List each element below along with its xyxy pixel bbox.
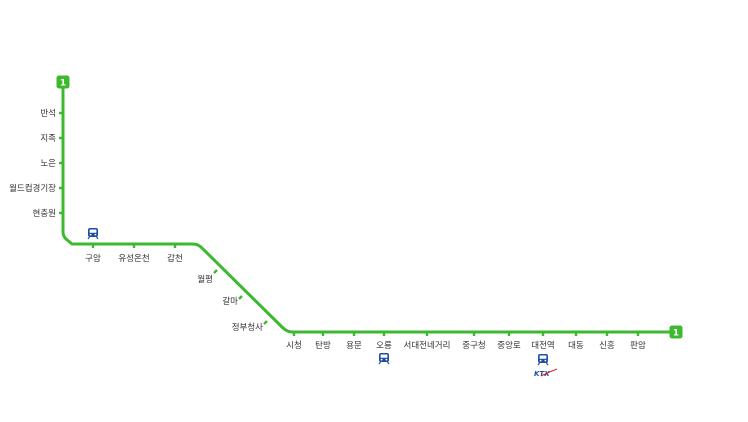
- station-label: 현충원: [33, 209, 56, 219]
- station-label: 중구청: [462, 341, 485, 351]
- station-noeun[interactable]: 노은: [40, 159, 63, 169]
- station-label: 탄방: [315, 340, 331, 351]
- line-badge-start: 1: [56, 75, 70, 89]
- line-1-route: [61, 80, 678, 334]
- station-tick: [213, 269, 218, 274]
- station-banseok[interactable]: 반석: [40, 108, 63, 119]
- station-government-complex[interactable]: 정부청사: [232, 320, 268, 333]
- station-label: 유성온천: [118, 253, 149, 264]
- station-yuseong-oncheon[interactable]: 유성온천: [118, 244, 150, 264]
- train-icon: [378, 353, 390, 365]
- station-hyeonchungwon[interactable]: 현충원: [33, 209, 63, 219]
- station-guam[interactable]: 구암: [85, 244, 101, 264]
- ktx-logo: KTX: [534, 368, 558, 378]
- line-number: 1: [673, 328, 679, 338]
- station-panam[interactable]: 판암: [630, 332, 646, 351]
- line-badge-end: 1: [669, 325, 683, 339]
- station-worldcup-stadium[interactable]: 월드컵경기장: [9, 183, 63, 194]
- station-label: 반석: [40, 108, 56, 119]
- station-tick: [238, 295, 243, 300]
- station-junggu-office[interactable]: 중구청: [462, 332, 486, 351]
- station-label: 오룡: [376, 341, 392, 351]
- station-label: 구암: [85, 253, 101, 264]
- station-label: 정부청사: [232, 322, 263, 333]
- station-jijok[interactable]: 지족: [40, 134, 63, 144]
- station-label: 대전역: [531, 340, 554, 351]
- station-label: 노은: [40, 159, 56, 169]
- station-yongmun[interactable]: 용문: [346, 332, 362, 351]
- line-number: 1: [60, 78, 66, 88]
- station-label: 대동: [568, 341, 584, 351]
- station-seodaejeon-negeori[interactable]: 서대전네거리: [404, 332, 451, 351]
- station-label: 월평: [197, 274, 213, 285]
- station-daejeon[interactable]: 대전역: [531, 332, 555, 351]
- station-gapcheon[interactable]: 갑천: [167, 244, 183, 264]
- station-label: 시청: [286, 341, 302, 351]
- station-label: 갈마: [222, 297, 238, 307]
- station-label: 신흥: [599, 340, 615, 351]
- ktx-label: KTX: [534, 370, 550, 378]
- station-sinheung[interactable]: 신흥: [599, 332, 615, 351]
- station-galma[interactable]: 갈마: [222, 295, 243, 307]
- train-icon: [87, 228, 99, 240]
- station-oryong[interactable]: 오룡: [376, 332, 392, 351]
- train-icon: [537, 354, 549, 366]
- station-label: 지족: [40, 134, 56, 144]
- station-jungangno[interactable]: 중앙로: [497, 332, 521, 351]
- station-label: 갑천: [167, 253, 183, 264]
- station-tanbang[interactable]: 탄방: [315, 332, 331, 351]
- station-city-hall[interactable]: 시청: [286, 332, 302, 351]
- station-label: 서대전네거리: [404, 340, 451, 351]
- station-daedong[interactable]: 대동: [568, 332, 584, 351]
- station-wolpyeong[interactable]: 월평: [197, 269, 218, 285]
- station-tick: [263, 320, 268, 325]
- station-label: 용문: [346, 341, 362, 351]
- station-label: 월드컵경기장: [9, 183, 56, 194]
- station-label: 판암: [630, 340, 646, 351]
- station-label: 중앙로: [497, 340, 521, 351]
